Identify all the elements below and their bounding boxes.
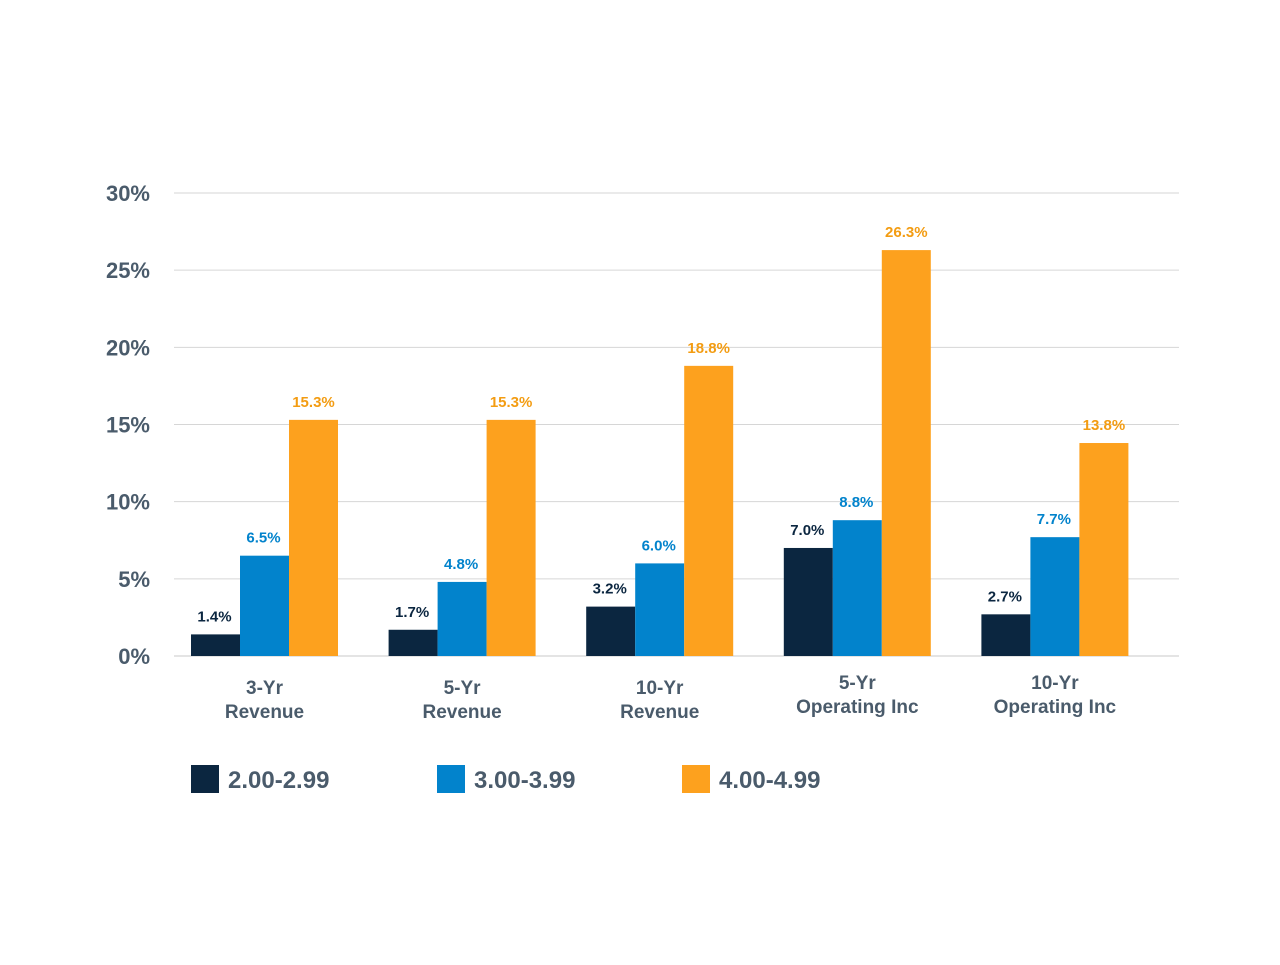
bar — [289, 419, 338, 656]
x-tick-label: 3-Yr — [246, 678, 284, 699]
data-label: 26.3% — [885, 224, 928, 241]
x-tick-label: Revenue — [225, 702, 304, 723]
legend-label: 4.00-4.99 — [719, 767, 820, 794]
x-tick-label: Revenue — [422, 702, 501, 723]
x-axis-ticks: 3-Yr Revenue 5-Yr Revenue 10-Yr Revenue 5-Yr Op… — [225, 673, 1117, 723]
y-tick-label: 5% — [118, 567, 150, 592]
data-label: 6.5% — [246, 530, 280, 547]
y-tick-label: 15% — [106, 413, 150, 438]
data-label: 1.4% — [197, 608, 231, 625]
y-axis-ticks: 0% 5% 10% 15% 20% 25% 30% — [106, 181, 150, 669]
x-tick-label: 10-Yr — [636, 678, 684, 699]
y-tick-label: 10% — [106, 490, 150, 515]
data-label: 3.2% — [593, 581, 627, 598]
data-label: 6.0% — [642, 537, 676, 554]
legend-swatch — [682, 765, 710, 793]
data-label: 4.8% — [444, 556, 478, 573]
data-label: 15.3% — [292, 394, 335, 411]
legend-swatch — [191, 765, 219, 793]
legend-label: 2.00-2.99 — [228, 767, 329, 794]
x-tick-label: Operating Inc — [994, 697, 1117, 718]
data-label: 7.7% — [1037, 511, 1071, 528]
x-tick-label: Operating Inc — [796, 697, 919, 718]
data-labels: 1.4% 6.5% 15.3% 1.7% 4.8% 15.3% 3.2% 6.0% 18.8% 7… — [197, 224, 1125, 625]
y-tick-label: 0% — [118, 644, 150, 669]
bar — [191, 634, 240, 656]
bar — [832, 520, 882, 656]
bar — [586, 606, 636, 656]
data-label: 8.8% — [839, 494, 873, 511]
bar — [981, 614, 1031, 656]
legend-label: 3.00-3.99 — [474, 767, 575, 794]
data-label: 15.3% — [490, 394, 533, 411]
data-label: 1.7% — [395, 604, 429, 621]
bar — [388, 629, 438, 656]
bar — [437, 581, 487, 656]
y-tick-label: 20% — [106, 335, 150, 360]
bar — [1030, 537, 1080, 656]
x-tick-label: 5-Yr — [839, 673, 877, 694]
data-label: 7.0% — [790, 522, 824, 539]
data-label: 18.8% — [687, 340, 730, 357]
y-tick-label: 25% — [106, 258, 150, 283]
bar — [486, 419, 536, 656]
y-tick-label: 30% — [106, 181, 150, 206]
legend: 2.00-2.99 3.00-3.99 4.00-4.99 — [191, 765, 820, 794]
bars — [191, 250, 1129, 656]
bar — [881, 250, 931, 656]
x-tick-label: 10-Yr — [1031, 673, 1079, 694]
bar — [783, 547, 833, 656]
data-label: 2.7% — [988, 588, 1022, 605]
data-label: 13.8% — [1083, 417, 1126, 434]
x-tick-label: Revenue — [620, 702, 699, 723]
legend-swatch — [437, 765, 465, 793]
bar — [240, 555, 289, 656]
gridlines — [174, 192, 1179, 657]
bar — [1079, 443, 1129, 656]
bar — [684, 365, 734, 656]
bar — [635, 563, 685, 656]
x-tick-label: 5-Yr — [444, 678, 482, 699]
